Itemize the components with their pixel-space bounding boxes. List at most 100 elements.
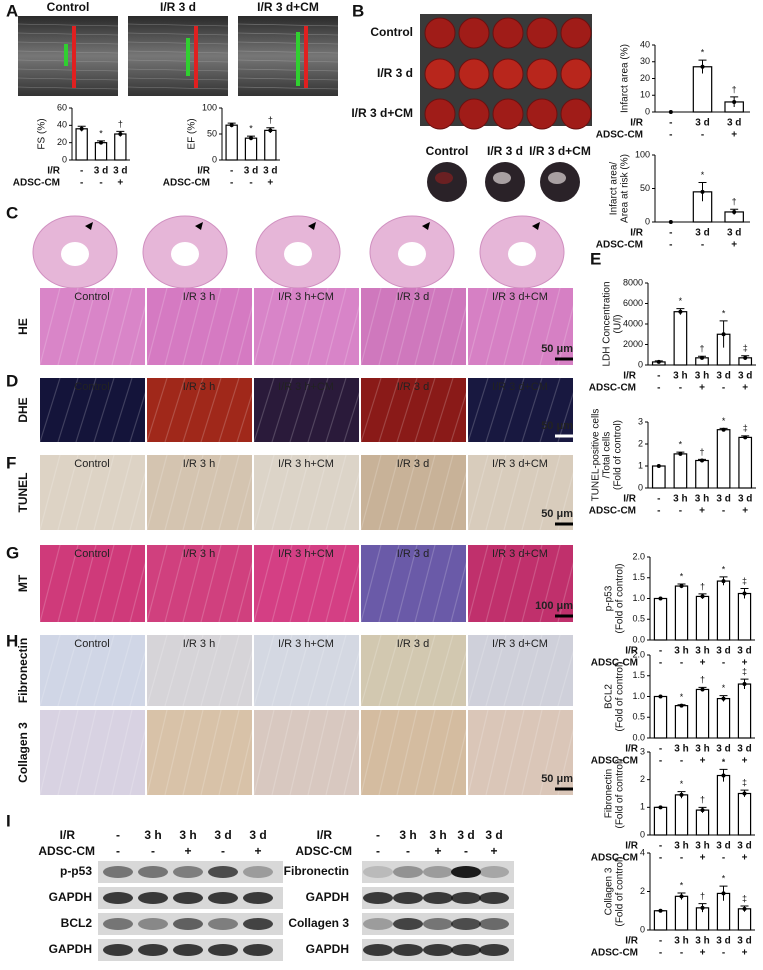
significance-mark: * [680,571,684,581]
tissue-fiber [236,634,258,707]
tissue-fiber [93,454,115,531]
tissue-fiber [39,287,61,366]
tissue-fiber [93,287,115,366]
tissue-fiber [93,544,115,623]
blot-band [208,866,238,878]
tissue-fiber [360,454,382,531]
x-tick-label: - [722,853,725,864]
mean-dot [721,427,726,432]
bar [716,697,731,739]
y-tick-label: 1.5 [632,572,645,582]
significance-mark: * [680,692,684,702]
column-label: I/R 3 h [183,458,215,470]
column-label: I/R 3 d+CM [492,381,548,393]
tissue-fiber [164,544,186,623]
column-label: I/R 3 h [183,548,215,560]
panel-letter: F [6,453,16,472]
x-row-name: ADSC-CM [591,948,638,959]
x-row-name: ADSC-CM [591,853,638,864]
column-label: I/R 3 d+CM [257,0,319,14]
x-tick-label: - [659,646,662,657]
blot-band [423,944,453,956]
bar [695,688,710,739]
echo-trace [17,41,119,45]
mean-dot [679,894,684,899]
x-tick-label: + [742,756,748,767]
y-tick-label: 1.0 [632,593,645,603]
x-tick-label: - [657,371,660,382]
significance-mark: * [679,296,683,306]
x-tick-label: 3 d [113,166,127,177]
tissue-fiber [503,544,525,623]
tissue-fiber [378,634,400,707]
bar [225,124,238,161]
x-tick-label: - [99,178,102,189]
y-tick-label: 8000 [623,277,643,287]
column-label: I/R 3 d [397,638,429,650]
bar [692,66,713,113]
y-tick-label: 4 [640,847,645,857]
y-tick-label: 0 [640,924,645,934]
echo-trace [237,50,339,54]
blot-band [243,918,273,930]
mean-dot [658,805,663,810]
x-row-name: I/R [625,936,639,947]
blot-header-label: - [151,844,155,858]
y-axis-label: (U/l) [613,315,624,334]
ttc-slice [526,58,558,90]
column-label: Control [74,458,109,470]
tissue-fiber [343,287,365,366]
tissue-fiber [521,634,543,707]
significance-mark: * [722,308,726,318]
tissue-fiber [271,454,293,531]
column-label: Control [74,638,109,650]
tissue-fiber [39,709,61,796]
tissue-fiber [39,377,61,443]
mean-dot [268,128,273,133]
significance-mark: * [701,47,705,57]
tissue-fiber [343,377,365,443]
scale-bar-label: 50 μm [541,773,573,785]
tissue-fiber [450,709,472,796]
y-tick-label: 100 [202,102,217,112]
tissue-fiber [432,377,454,443]
x-row-name: ADSC-CM [589,506,636,517]
mean-dot [658,908,663,913]
bar [674,585,689,641]
blot-band [173,944,203,956]
x-tick-label: - [230,178,233,189]
y-axis-label: Infarct area/ [609,162,620,216]
x-tick-label: - [659,853,662,864]
blot-header-label: - [221,844,225,858]
column-label: I/R 3 h+CM [278,381,334,393]
micrograph [147,635,252,706]
mean-dot [118,132,123,136]
mean-dot [742,591,747,596]
x-tick-label: 3 d [695,118,709,129]
tissue-fiber [289,634,311,707]
tissue-fiber [467,544,489,623]
column-label: I/R 3 d [397,548,429,560]
x-tick-label: + [700,948,706,959]
blot-header-label: + [490,844,497,858]
ttc-slice [560,98,592,130]
column-label: I/R 3 h+CM [278,548,334,560]
x-tick-label: - [669,130,672,141]
tissue-fiber [467,377,489,443]
tissue-fiber [182,287,204,366]
x-tick-label: - [680,853,683,864]
echo-trace [237,68,339,72]
micrograph [254,545,359,622]
bar [653,910,668,931]
tissue-fiber [432,454,454,531]
significance-mark: * [680,880,684,890]
tissue-fiber [503,454,525,531]
significance-mark: † [700,581,705,591]
tissue-fiber [521,709,543,796]
tissue-fiber [325,454,347,531]
column-label: I/R 3 d [397,291,429,303]
row-label: HE [16,318,30,335]
y-tick-label: 0.0 [632,634,645,644]
mean-dot [678,309,683,314]
bar [651,465,666,489]
